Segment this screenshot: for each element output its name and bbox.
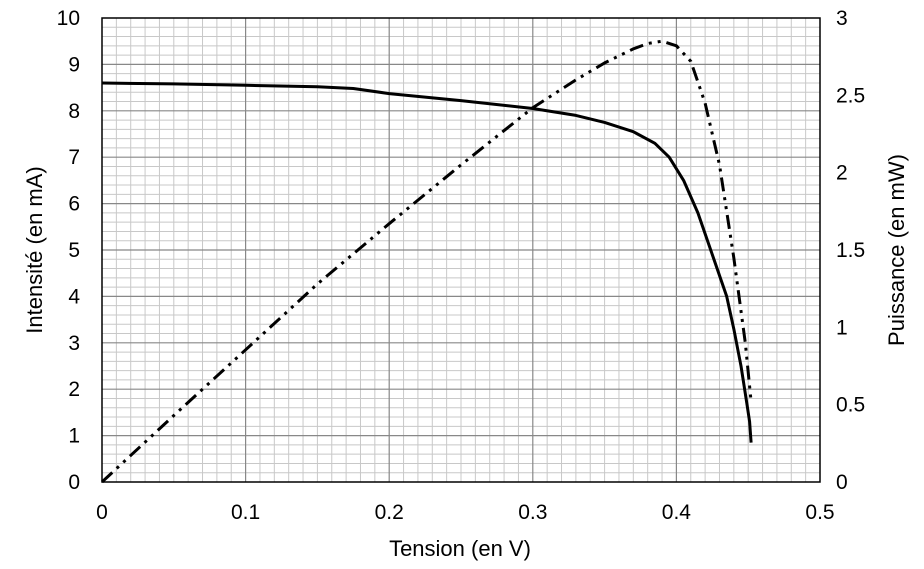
power-curve	[100, 39, 753, 484]
y-left-tick-label: 1	[68, 425, 80, 448]
x-tick-label: 0.1	[231, 501, 260, 524]
y-left-tick-label: 3	[68, 332, 80, 355]
y-left-tick-label: 2	[68, 378, 80, 401]
x-axis-title: Tension (en V)	[389, 536, 531, 561]
y-right-tick-label: 0.5	[836, 394, 865, 417]
series-layer	[100, 39, 753, 484]
y-left-tick-labels: 0 1 2 3 4 5 6 7 8 9 10	[57, 7, 81, 494]
x-tick-label: 0.4	[662, 501, 692, 524]
y-right-tick-label: 1.5	[836, 239, 865, 262]
current-curve	[101, 81, 753, 443]
y-right-tick-label: 2	[836, 162, 848, 185]
x-tick-label: 0.2	[375, 501, 404, 524]
x-tick-label: 0	[96, 501, 108, 524]
y-left-tick-label: 5	[68, 239, 80, 262]
x-tick-label: 0.3	[518, 501, 547, 524]
x-tick-labels: 0 0.1 0.2 0.3 0.4 0.5	[96, 501, 834, 524]
y-left-tick-label: 10	[57, 7, 80, 30]
y-left-tick-label: 4	[68, 285, 80, 308]
x-tick-label: 0.5	[805, 501, 834, 524]
plot-frame	[101, 17, 821, 483]
y-right-tick-label: 3	[836, 7, 848, 30]
y-right-tick-label: 0	[836, 471, 848, 494]
y-left-tick-label: 7	[68, 146, 80, 169]
major-grid	[102, 18, 820, 482]
y-left-axis-title: Intensité (en mA)	[22, 166, 47, 334]
y-left-tick-label: 6	[68, 193, 80, 216]
y-right-tick-label: 2.5	[836, 84, 865, 107]
y-left-tick-label: 8	[68, 100, 80, 123]
y-right-tick-labels: 0 0.5 1 1.5 2 2.5 3	[836, 7, 865, 494]
y-left-tick-label: 9	[68, 53, 80, 76]
y-left-tick-label: 0	[68, 471, 80, 494]
y-right-tick-label: 1	[836, 316, 848, 339]
y-right-axis-title: Puissance (en mW)	[884, 154, 909, 346]
